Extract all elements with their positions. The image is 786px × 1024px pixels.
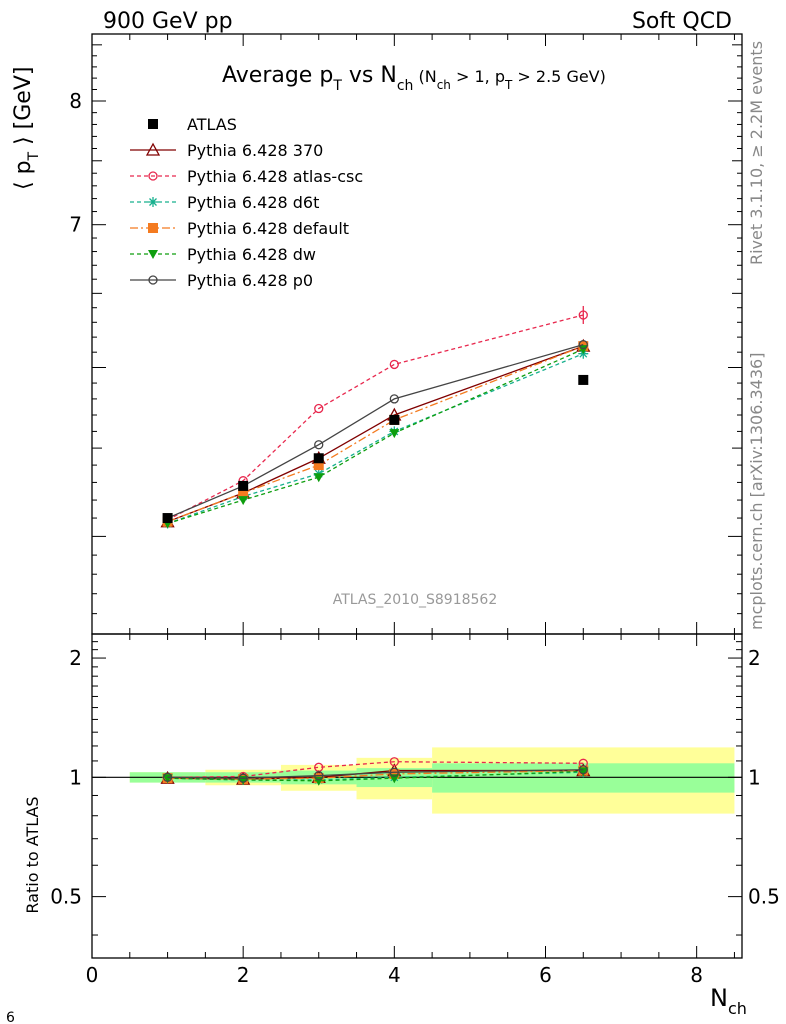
legend-marker [148,223,158,233]
x-axis-label: Nch [710,984,747,1018]
series-point [238,496,249,506]
data-point [313,453,324,464]
legend: ATLAS Pythia 6.428 370 Pythia 6.428 atlas-… [130,115,363,290]
analysis-watermark: ATLAS_2010_S8918562 [333,592,498,608]
ratio-line [167,770,584,782]
y-axis-label: ⟨ pT ⟩ [GeV] [11,67,42,190]
series-point [389,394,399,404]
legend-marker [148,119,158,129]
series-point [578,339,588,350]
ratio-tick-label: 0.5 [50,885,82,909]
data-point [578,374,589,385]
ratio-tick-label-right: 2 [748,646,761,670]
series-line [167,345,584,523]
legend-marker [148,275,158,285]
data-point [162,513,173,524]
series-point [313,460,324,471]
header-right: Soft QCD [632,9,732,34]
series-point [314,440,324,450]
legend-label: Pythia 6.428 atlas-csc [187,167,363,186]
x-tick-label: 8 [690,963,703,987]
ratio-line [167,769,584,779]
ratio-tick-label: 1 [69,765,82,789]
ratio-line [167,761,584,778]
series-point [314,403,324,414]
ratio-point [578,765,588,775]
x-tick-label: 6 [539,963,552,987]
legend-marker [148,197,158,207]
series-point [313,473,324,483]
legend-marker [145,142,161,156]
x-tick-label: 2 [237,963,250,987]
y-tick-label: 7 [69,213,82,237]
ratio-point [162,772,173,782]
ratio-tick-label-right: 0.5 [748,885,780,909]
ratio-uncertainty-bands [92,747,742,814]
axes: 0 2 4 6 8 7 8 0.5 0.5 1 1 2 2 [50,33,780,987]
series-point [389,359,399,370]
legend-label: ATLAS [187,115,237,134]
series-point [238,487,249,498]
ratio-point [389,774,400,784]
x-tick-label: 4 [388,963,401,987]
ratio-series [160,757,591,786]
chart-title: Average pT vs Nch (Nch > 1, pT > 2.5 GeV… [222,63,606,94]
ratio-tick-label-right: 1 [748,765,761,789]
series-line [167,343,584,519]
legend-label: Pythia 6.428 370 [187,141,323,160]
main-series [160,305,591,529]
data-point [238,480,249,491]
legend-marker [148,250,158,259]
series-point [389,429,400,439]
x-tick-label: 0 [86,963,99,987]
ratio-point [314,770,324,781]
ratio-point [238,773,248,783]
ratio-point [389,757,399,767]
ratio-y-axis-label: Ratio to ATLAS [23,796,42,913]
rivet-version-label: Rivet 3.1.10, ≥ 2.2M events [747,41,766,265]
ratio-point [389,768,400,779]
legend-label: Pythia 6.428 p0 [187,271,313,290]
mcplots-source-label: mcplots.cern.ch [arXiv:1306.3436] [747,353,766,630]
legend-marker [148,171,158,181]
legend-label: Pythia 6.428 dw [187,245,316,264]
ratio-tick-label: 2 [69,646,82,670]
header-left: 900 GeV pp [103,9,233,34]
y-tick-label: 8 [69,89,82,113]
legend-label: Pythia 6.428 default [187,219,349,238]
ratio-point [162,774,173,784]
data-point [389,414,400,425]
ratio-point [389,767,399,777]
corner-label: 6 [6,1010,15,1024]
legend-label: Pythia 6.428 d6t [187,193,319,212]
ratio-frame [91,633,743,959]
series-line [167,348,584,525]
series-line [167,345,584,523]
series-line [167,314,584,521]
